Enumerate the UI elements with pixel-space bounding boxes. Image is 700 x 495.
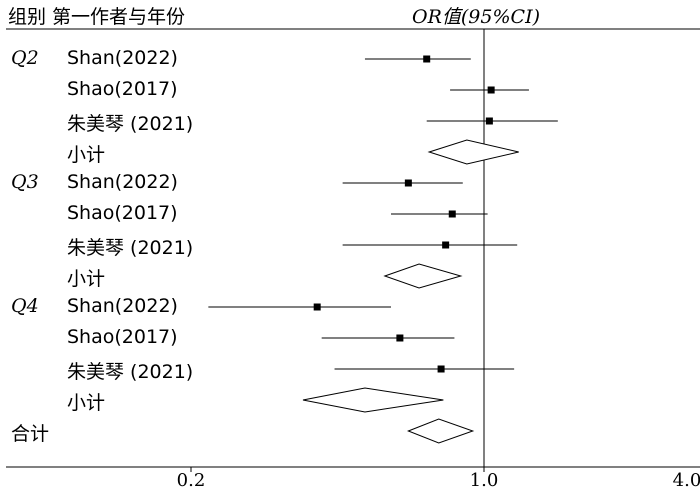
- point-estimate: [313, 303, 321, 311]
- study-label: Shao(2017): [67, 202, 178, 224]
- point-estimate: [396, 334, 404, 342]
- total-diamond: [406, 418, 475, 444]
- point-estimate: [423, 55, 431, 63]
- group-label: Q3: [11, 171, 39, 193]
- x-tick-4-0: 4.0: [672, 470, 700, 491]
- point-estimate: [404, 179, 412, 187]
- study-label: 朱美琴 (2021): [67, 237, 194, 259]
- x-tick-1-0: 1.0: [469, 470, 499, 491]
- group-label: Q4: [11, 295, 39, 317]
- group-column-header: 组别 第一作者与年份: [8, 6, 186, 28]
- study-label: Shan(2022): [67, 47, 178, 69]
- study-label: Shao(2017): [67, 326, 178, 348]
- point-estimate: [442, 241, 450, 249]
- study-label: Shan(2022): [67, 295, 178, 317]
- study-label: Shao(2017): [67, 78, 178, 100]
- subtotal-diamond: [383, 263, 463, 289]
- subtotal-diamond: [302, 387, 444, 413]
- effect-column-header: OR值(95%CI): [412, 6, 540, 28]
- x-tick-0-2: 0.2: [176, 470, 206, 491]
- study-label: 朱美琴 (2021): [67, 113, 194, 135]
- group-label: Q2: [11, 47, 39, 69]
- study-label: Shan(2022): [67, 171, 178, 193]
- point-estimate: [437, 365, 445, 373]
- subtotal-label: 小计: [67, 392, 106, 414]
- point-estimate: [485, 117, 493, 125]
- subtotal-label: 小计: [67, 144, 106, 166]
- subtotal-diamond: [427, 139, 519, 165]
- point-estimate: [448, 210, 456, 218]
- study-label: 朱美琴 (2021): [67, 361, 194, 383]
- point-estimate: [487, 86, 495, 94]
- total-label: 合计: [11, 423, 50, 445]
- subtotal-label: 小计: [67, 268, 106, 290]
